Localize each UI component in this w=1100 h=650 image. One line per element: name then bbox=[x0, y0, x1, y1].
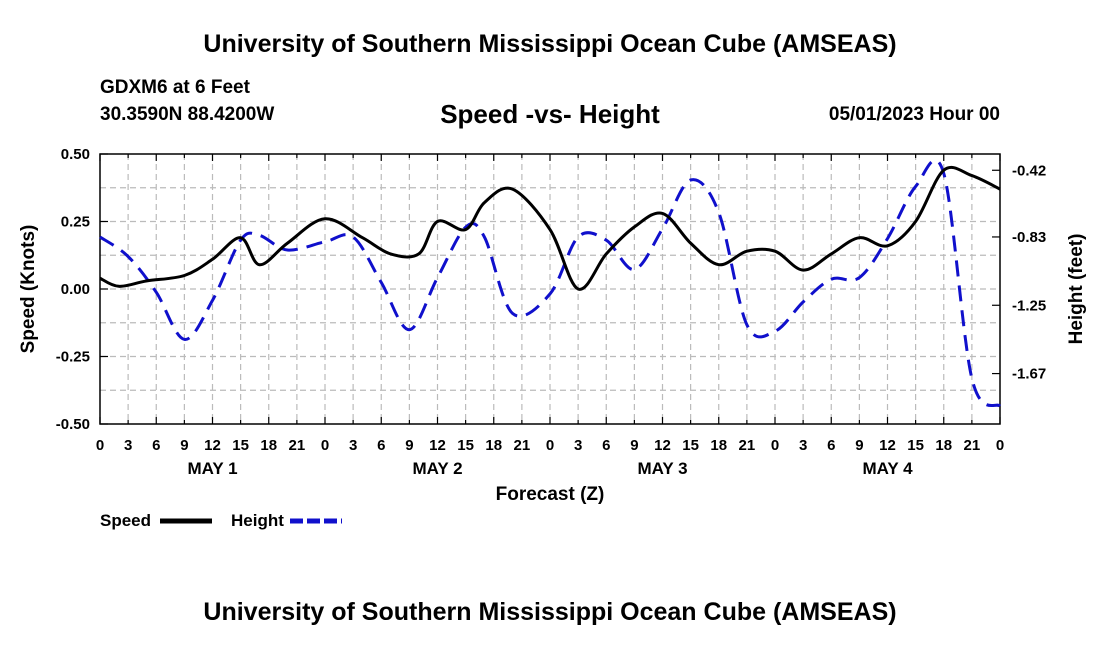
x-tick-label: 12 bbox=[654, 437, 671, 454]
chart-subtitle: Speed -vs- Height bbox=[440, 99, 660, 129]
day-label: MAY 4 bbox=[862, 459, 913, 478]
x-tick-label: 12 bbox=[879, 437, 896, 454]
speed-height-chart: 0 3 6 9 12 15 18 21 0 3 6 9 12 15 18 21 0 3 6 9 12 15 18 21 0 3 6 9… bbox=[18, 146, 1087, 530]
legend-height-label: Height bbox=[231, 511, 284, 530]
x-tick-label: 3 bbox=[799, 437, 807, 454]
y2-tick-label: -1.25 bbox=[1012, 297, 1046, 314]
x-tick-label: 9 bbox=[180, 437, 188, 454]
x-tick-label: 18 bbox=[710, 437, 727, 454]
x-tick-label: 21 bbox=[739, 437, 756, 454]
x-tick-label: 3 bbox=[349, 437, 357, 454]
x-axis-ticks: 0 3 6 9 12 15 18 21 0 3 6 9 12 15 18 21 0 3 6 9 12 15 18 21 0 3 6 9… bbox=[96, 154, 1004, 454]
y2-tick-label: -0.83 bbox=[1012, 229, 1046, 246]
y-tick-label: 0.50 bbox=[61, 146, 90, 163]
x-tick-label: 9 bbox=[630, 437, 638, 454]
y2-axis-ticks: -0.42 -0.83 -1.25 -1.67 bbox=[992, 162, 1046, 383]
x-tick-label: 6 bbox=[827, 437, 835, 454]
y2-tick-label: -0.42 bbox=[1012, 162, 1046, 179]
x-tick-label: 21 bbox=[514, 437, 531, 454]
y2-tick-label: -1.67 bbox=[1012, 366, 1046, 383]
y2-axis-label: Height (feet) bbox=[1066, 234, 1087, 345]
x-tick-label: 18 bbox=[935, 437, 952, 454]
x-tick-label: 9 bbox=[855, 437, 863, 454]
x-tick-label: 6 bbox=[377, 437, 385, 454]
grid-lines bbox=[100, 154, 1000, 424]
x-tick-label: 21 bbox=[964, 437, 981, 454]
x-tick-label: 21 bbox=[289, 437, 306, 454]
x-tick-label: 9 bbox=[405, 437, 413, 454]
x-tick-label: 15 bbox=[907, 437, 924, 454]
y-axis-ticks: 0.50 0.25 0.00 -0.25 -0.50 bbox=[56, 146, 108, 433]
x-tick-label: 18 bbox=[260, 437, 277, 454]
x-tick-label: 0 bbox=[996, 437, 1004, 454]
x-tick-label: 12 bbox=[204, 437, 221, 454]
station-label: GDXM6 at 6 Feet bbox=[100, 77, 250, 98]
day-label: MAY 1 bbox=[187, 459, 237, 478]
x-tick-label: 12 bbox=[429, 437, 446, 454]
coordinates-label: 30.3590N 88.4200W bbox=[100, 104, 275, 125]
footer-title: University of Southern Mississippi Ocean… bbox=[203, 598, 897, 626]
y-tick-label: -0.25 bbox=[56, 349, 90, 366]
y-axis-label: Speed (Knots) bbox=[18, 225, 39, 354]
day-label: MAY 3 bbox=[637, 459, 687, 478]
x-tick-label: 15 bbox=[682, 437, 699, 454]
x-tick-label: 0 bbox=[546, 437, 554, 454]
x-tick-label: 3 bbox=[124, 437, 132, 454]
x-tick-label: 6 bbox=[152, 437, 160, 454]
y-tick-label: 0.25 bbox=[61, 214, 90, 231]
x-tick-label: 6 bbox=[602, 437, 610, 454]
chart-title: University of Southern Mississippi Ocean… bbox=[203, 30, 897, 58]
x-tick-label: 15 bbox=[457, 437, 474, 454]
x-tick-label: 0 bbox=[321, 437, 329, 454]
speed-series-line bbox=[99, 165, 1001, 291]
x-tick-label: 15 bbox=[232, 437, 249, 454]
x-tick-label: 3 bbox=[574, 437, 582, 454]
y-tick-label: 0.00 bbox=[61, 281, 90, 298]
height-series-line bbox=[99, 158, 1002, 408]
x-axis-label: Forecast (Z) bbox=[496, 484, 605, 505]
legend-speed-label: Speed bbox=[100, 511, 151, 530]
day-label: MAY 2 bbox=[412, 459, 462, 478]
x-tick-label: 0 bbox=[771, 437, 779, 454]
day-labels: MAY 1 MAY 2 MAY 3 MAY 4 bbox=[187, 459, 913, 478]
datetime-label: 05/01/2023 Hour 00 bbox=[828, 104, 1000, 125]
x-tick-label: 18 bbox=[485, 437, 502, 454]
x-tick-label: 0 bbox=[96, 437, 104, 454]
y-tick-label: -0.50 bbox=[56, 416, 90, 433]
